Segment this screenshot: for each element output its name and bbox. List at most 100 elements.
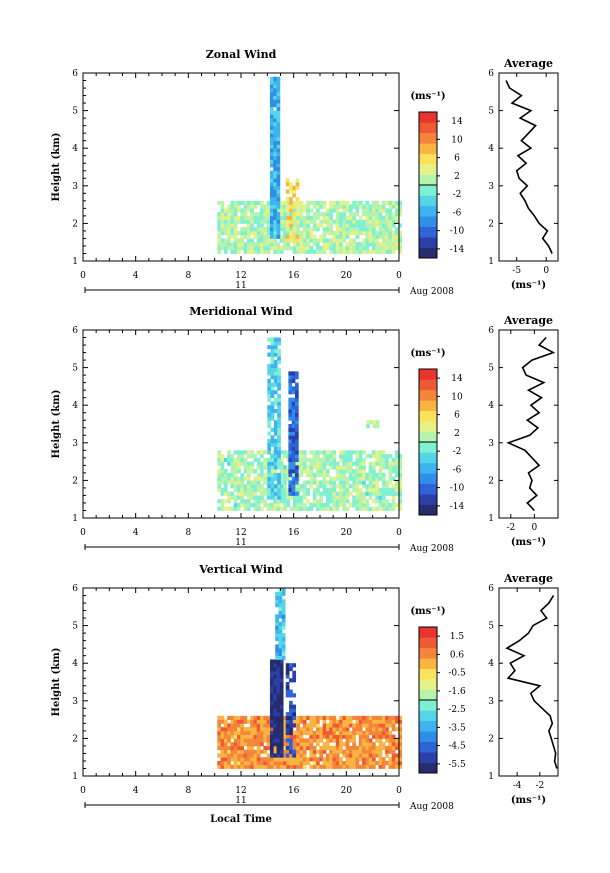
data-cell	[312, 723, 317, 728]
data-cell	[276, 208, 281, 213]
data-cell	[391, 760, 396, 766]
data-cell	[246, 219, 251, 224]
data-cell	[278, 610, 283, 615]
data-cell	[269, 730, 274, 736]
data-cell	[275, 629, 279, 634]
data-cell	[375, 738, 379, 743]
data-cell	[260, 476, 264, 481]
data-cell	[240, 472, 245, 478]
data-cell	[276, 674, 281, 679]
data-cell	[278, 591, 283, 596]
chart-title: Meridional Wind	[189, 305, 293, 318]
data-cell	[398, 760, 403, 766]
data-cell	[365, 484, 370, 489]
data-cell	[220, 760, 225, 766]
data-cell	[220, 230, 225, 236]
data-cell	[329, 208, 333, 213]
data-cell	[395, 200, 399, 205]
data-cell	[352, 502, 356, 508]
data-cell	[279, 764, 284, 769]
data-cell	[233, 738, 238, 743]
data-cell	[237, 502, 241, 508]
data-cell	[283, 760, 287, 766]
data-cell	[322, 506, 327, 511]
data-cell	[250, 461, 254, 466]
data-cell	[279, 212, 284, 217]
data-cell	[352, 227, 356, 232]
data-cell	[316, 760, 320, 766]
data-cell	[246, 450, 251, 455]
data-cell	[329, 749, 333, 754]
data-cell	[260, 461, 264, 466]
average-profile-line	[505, 80, 553, 254]
data-cell	[398, 738, 403, 743]
data-cell	[273, 674, 277, 679]
data-cell	[233, 502, 238, 508]
data-cell	[250, 245, 254, 251]
data-cell	[285, 219, 290, 224]
data-cell	[319, 757, 324, 762]
data-cell	[230, 204, 235, 209]
data-cell	[355, 502, 360, 508]
data-cell	[372, 745, 376, 751]
data-cell	[250, 200, 254, 205]
data-cell	[276, 136, 281, 142]
data-cell	[233, 760, 238, 766]
data-cell	[246, 487, 251, 493]
data-cell	[223, 727, 228, 732]
data-cell	[227, 760, 231, 766]
data-cell	[286, 457, 291, 462]
data-cell	[302, 461, 307, 466]
data-cell	[217, 764, 221, 769]
data-cell	[296, 487, 300, 493]
data-cell	[299, 730, 304, 736]
data-cell	[260, 749, 264, 754]
data-cell	[368, 230, 373, 236]
data-cell	[375, 719, 379, 724]
data-cell	[375, 212, 379, 217]
data-cell	[375, 734, 379, 739]
data-cell	[273, 727, 277, 732]
data-cell	[250, 212, 254, 217]
data-cell	[302, 454, 307, 459]
data-cell	[277, 378, 281, 384]
data-cell	[316, 484, 320, 489]
data-cell	[348, 734, 353, 739]
data-cell	[237, 238, 241, 243]
data-cell	[325, 245, 330, 251]
data-cell	[391, 502, 396, 508]
data-cell	[279, 738, 284, 743]
data-cell	[276, 249, 281, 254]
data-cell	[263, 242, 268, 247]
data-cell	[276, 742, 281, 747]
colorbar-swatch	[419, 369, 437, 380]
data-cell	[368, 208, 373, 213]
data-cell	[223, 719, 228, 724]
data-cell	[391, 506, 396, 511]
data-cell	[269, 242, 274, 247]
data-cell	[292, 215, 297, 221]
data-cell	[267, 363, 272, 368]
data-cell	[263, 723, 268, 728]
data-cell	[273, 757, 277, 762]
data-cell	[358, 230, 363, 236]
data-cell	[332, 208, 337, 213]
data-cell	[256, 476, 261, 481]
data-cell	[299, 719, 304, 724]
data-cell	[273, 375, 278, 380]
colorbar-swatch	[419, 452, 437, 464]
data-cell	[260, 212, 264, 217]
data-cell	[230, 749, 235, 754]
data-cell	[295, 197, 300, 202]
data-cell	[227, 227, 231, 232]
data-cell	[269, 234, 274, 239]
data-cell	[362, 753, 366, 758]
data-cell	[365, 757, 370, 762]
data-cell	[395, 461, 399, 466]
data-cell	[368, 469, 373, 474]
y-axis-label: Height (km)	[51, 390, 62, 459]
data-cell	[342, 715, 347, 720]
data-cell	[388, 227, 393, 232]
data-cell	[355, 212, 360, 217]
data-cell	[365, 215, 370, 221]
